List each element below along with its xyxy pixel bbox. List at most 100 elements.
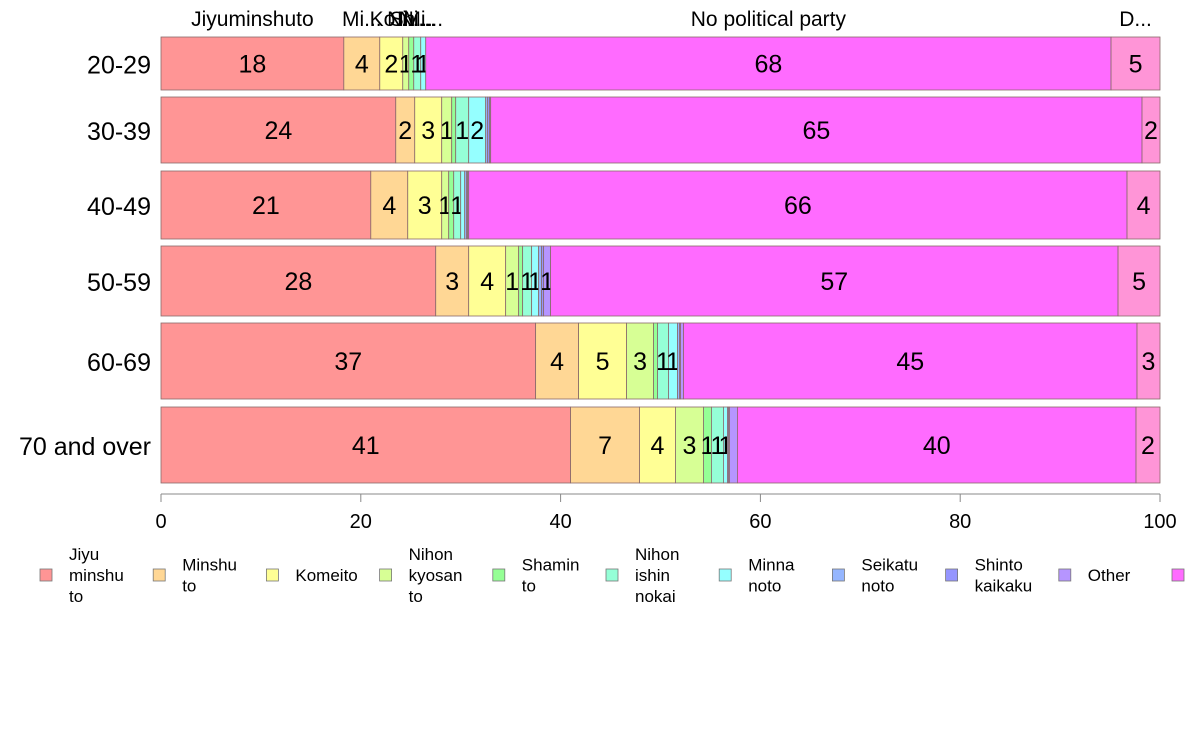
top-segment-label: D... [1119, 8, 1152, 31]
bar-data-label: 2 [470, 117, 484, 145]
bar-segment [414, 96, 443, 164]
bar-data-label: 4 [480, 268, 494, 296]
bar-data-label: 3 [421, 117, 435, 145]
x-tick-label: 40 [549, 511, 571, 533]
top-segment-label: Ni... [399, 8, 436, 31]
bar-data-label: 18 [239, 51, 267, 79]
bar-data-label: 3 [418, 192, 432, 220]
bar-segment [460, 170, 466, 240]
bar-segment [160, 406, 571, 484]
bar-segment [578, 322, 627, 400]
legend-swatch [39, 568, 53, 582]
bar-data-label: 2 [384, 51, 398, 79]
row-label: 40-49 [87, 193, 151, 221]
bar-segment [343, 36, 381, 91]
x-tick-label: 80 [949, 511, 971, 533]
bar-segment [550, 245, 1119, 317]
legend-item: Minna noto [718, 556, 795, 596]
bar-data-label: 5 [596, 348, 610, 376]
top-segment-label: Ni... [387, 8, 424, 31]
top-segment-label: No political party [691, 8, 847, 31]
legend-label: Minna noto [748, 556, 795, 596]
bar-data-label: 68 [754, 51, 782, 79]
legend: Jiyu minshu to Minshu to Komeito Nihon kyosan to… [39, 545, 1185, 606]
legend-swatch [945, 568, 958, 582]
legend-swatch [718, 568, 732, 582]
bar-segment [1141, 96, 1161, 164]
bar-segment [160, 36, 345, 91]
bar-segment [1117, 245, 1161, 317]
legend-label: Seikatu noto [861, 556, 918, 596]
bar-segment [1126, 170, 1161, 240]
legend-item: Jiyu minshu to [39, 545, 124, 606]
row-label: 30-39 [87, 118, 151, 146]
row-label: 70 and over [19, 433, 151, 461]
bar-data-label: 1 [505, 268, 519, 296]
bar-data-label: 1 [710, 432, 724, 460]
bar-segment [729, 406, 738, 484]
x-tick-label: 60 [749, 511, 771, 533]
top-segment-label: Jiyuminshuto [191, 8, 314, 31]
bar-data-label: 2 [1141, 432, 1155, 460]
bars: 18 4 2 111 68 524 2 3 1 1 2 65 221 4 3 11 66 428 3 4 1 111 57 5… [160, 36, 1161, 484]
legend-label: Nihon ishin nokai [635, 545, 679, 606]
bar-data-label: 24 [264, 117, 292, 145]
bar-data-label: 1 [656, 348, 670, 376]
bar-segment [160, 245, 437, 317]
bar-segment [535, 322, 579, 400]
bar-data-label: 1 [455, 117, 469, 145]
bar-data-label: 28 [284, 268, 312, 296]
bar-segment [468, 170, 1128, 240]
bar-data-label: 4 [382, 192, 396, 220]
bar-data-label: 1 [520, 268, 534, 296]
legend-swatch [1171, 568, 1185, 582]
legend-swatch [152, 568, 166, 582]
bar-data-label: 1 [700, 432, 714, 460]
bar-segment [683, 322, 1138, 400]
bar-segment [1136, 322, 1161, 400]
x-tick-label: 100 [1143, 511, 1176, 533]
legend-item: Seikatu noto [832, 556, 918, 596]
bar-segment [370, 170, 409, 240]
legend-item: Nihon kyosan to [379, 545, 463, 606]
bar-data-label: 5 [1129, 51, 1143, 79]
bar-data-label: 57 [820, 268, 848, 296]
bar-data-label: 3 [633, 348, 647, 376]
top-segment-label: Mi... [403, 8, 443, 31]
bar-data-label: 4 [355, 51, 369, 79]
bar-data-label: 65 [802, 117, 830, 145]
x-tick-label: 20 [350, 511, 372, 533]
bar-data-label: 3 [1142, 348, 1156, 376]
bar-segment [425, 36, 1112, 91]
x-axis: 0 20 40 60 80 100 [155, 493, 1177, 533]
bar-data-label: 21 [252, 192, 280, 220]
row-label: 50-59 [87, 269, 151, 297]
bar-segment [626, 322, 654, 400]
bar-data-label: 40 [923, 432, 951, 460]
legend-swatch [1058, 568, 1072, 582]
row-label: 20-29 [87, 52, 151, 80]
bar-data-label: 7 [598, 432, 612, 460]
row-labels: 20-29 30-39 40-49 50-59 60-69 70 and over [19, 52, 151, 462]
legend-label: Nihon kyosan to [409, 545, 463, 606]
bar-segment [160, 170, 372, 240]
bar-data-label: 37 [334, 348, 362, 376]
top-labels: Jiyuminshuto Mi...Ko...Ni...Sh...Ni...Mi.… [191, 8, 1152, 31]
legend-item: Other [1058, 566, 1131, 585]
legend-label: Komeito [295, 566, 357, 585]
bar-data-label: 1 [440, 117, 454, 145]
bar-segment [675, 406, 704, 484]
legend-label: Shinto kaikaku [975, 556, 1033, 596]
legend-item [1171, 568, 1185, 582]
bar-segment [160, 96, 397, 164]
bar-segment [1110, 36, 1161, 91]
legend-swatch [605, 568, 619, 582]
bar-data-label: 3 [445, 268, 459, 296]
legend-label: Shamin to [522, 556, 580, 596]
legend-label: Other [1088, 566, 1131, 585]
x-tick-label: 0 [155, 511, 166, 533]
top-segment-label: Sh... [390, 8, 433, 31]
bar-segment [490, 96, 1143, 164]
bar-data-label: 4 [651, 432, 665, 460]
